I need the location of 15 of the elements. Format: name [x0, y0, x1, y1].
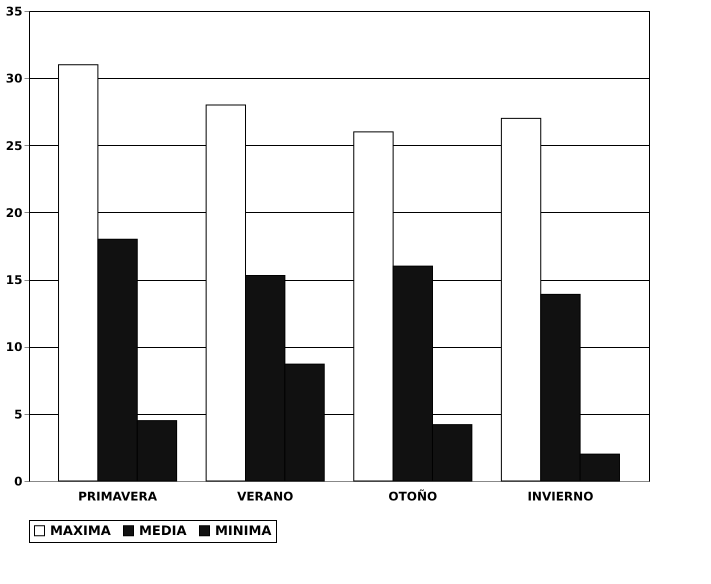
y-tick-label: 20	[6, 206, 22, 220]
x-tick-label: OTOÑO	[388, 488, 438, 504]
x-tick-label: PRIMAVERA	[78, 490, 158, 504]
legend-label: MAXIMA	[50, 524, 111, 539]
y-tick-label: 10	[6, 340, 22, 354]
y-tick-label: 25	[6, 138, 22, 153]
y-tick-label: 15	[6, 273, 22, 288]
y-tick-label: 35	[6, 4, 22, 18]
legend-label: MINIMA	[215, 524, 272, 539]
legend-label: MEDIA	[139, 524, 187, 539]
x-tick-label: VERANO	[237, 490, 294, 504]
y-tick-label: 30	[6, 72, 22, 86]
x-tick-label: INVIERNO	[527, 490, 594, 504]
y-tick-label: 0	[14, 474, 22, 488]
y-tick-label: 5	[14, 407, 22, 422]
